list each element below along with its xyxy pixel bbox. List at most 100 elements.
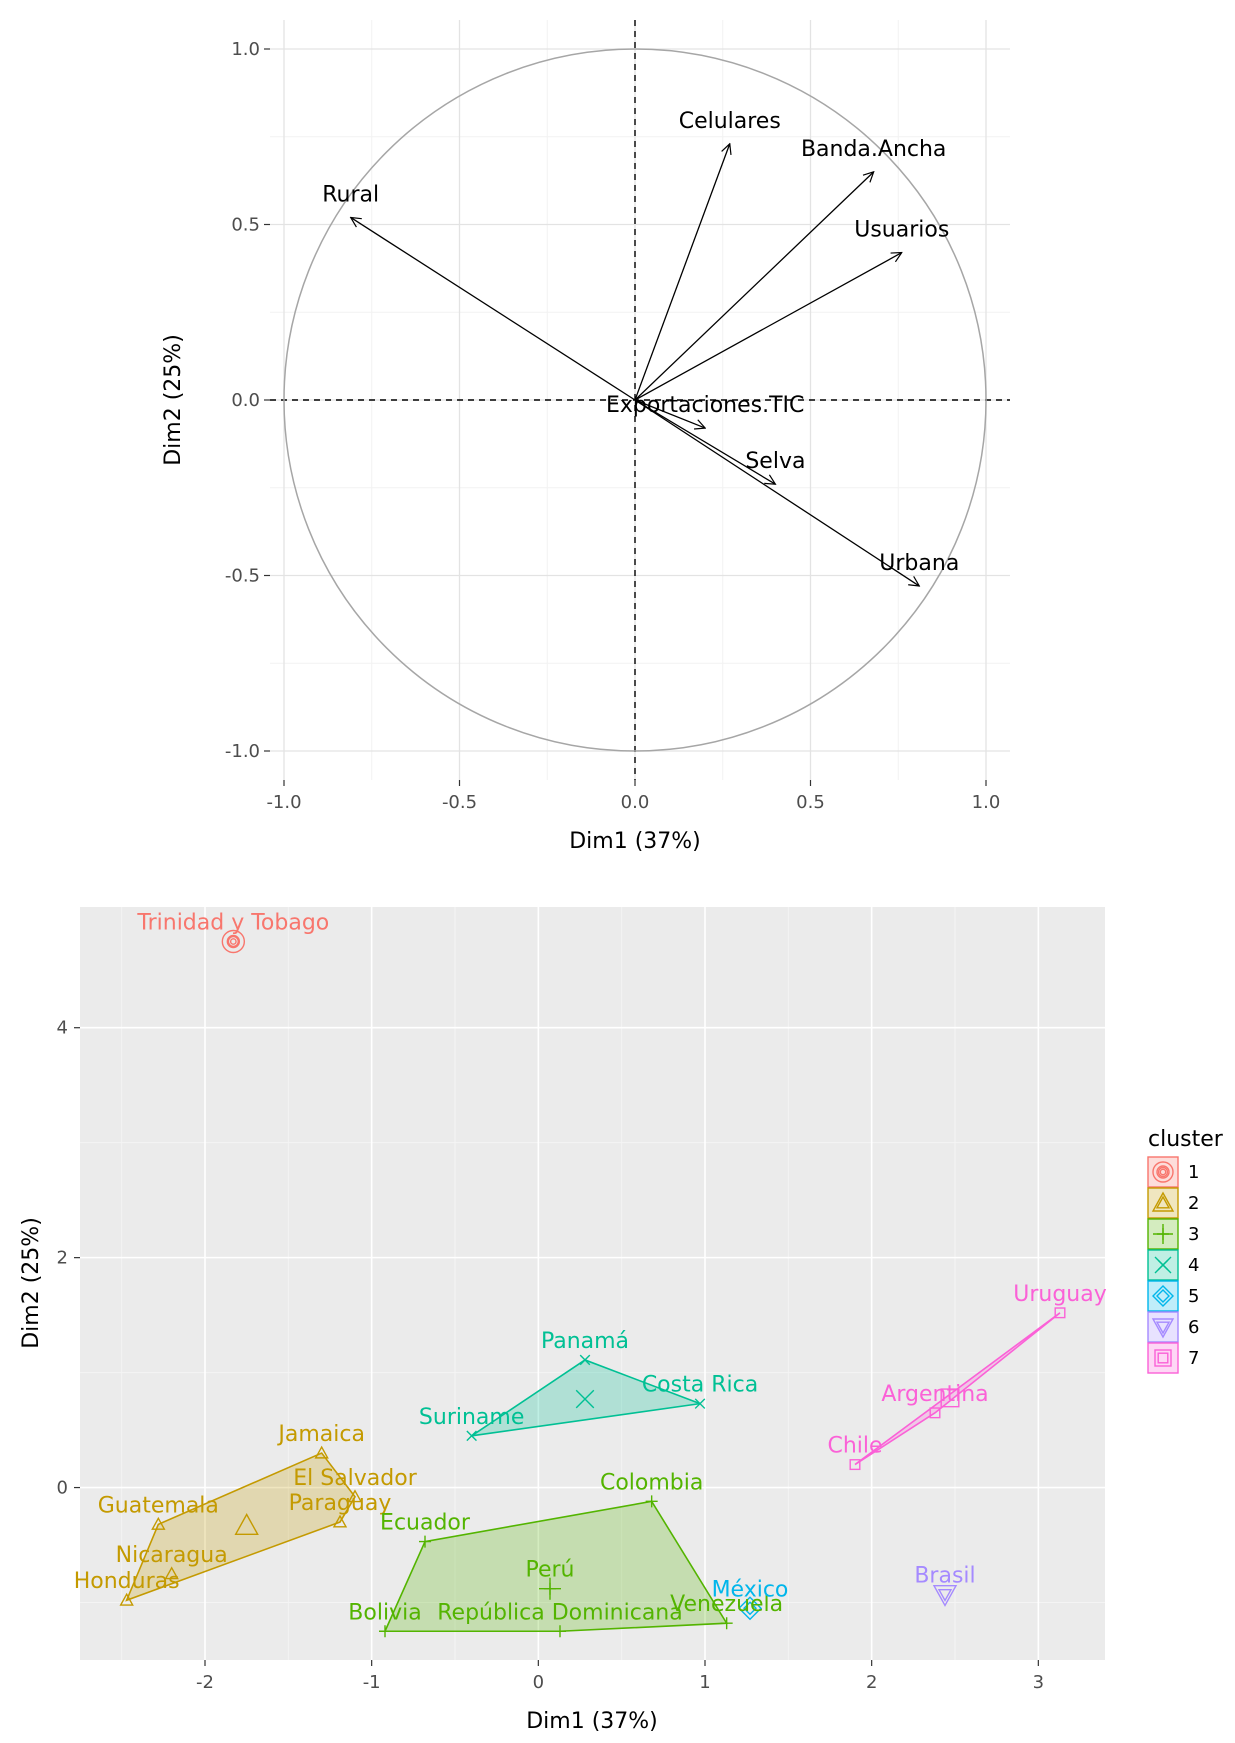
top-y-tick-label: 0.0 — [231, 390, 260, 411]
data-point — [347, 1489, 363, 1503]
bottom-y-tick-label: 0 — [57, 1478, 68, 1499]
point-label: Perú — [525, 1558, 574, 1583]
top-y-tick-label: 1.0 — [231, 39, 260, 60]
legend-key-symbol — [1156, 1165, 1170, 1179]
data-point — [694, 1398, 706, 1409]
variable-arrow — [634, 399, 705, 428]
bottom-x-tick-label: 3 — [1033, 1672, 1044, 1693]
data-point — [1054, 1307, 1066, 1319]
point-label: República Dominicana — [437, 1600, 683, 1625]
legend-key-symbol-large — [1152, 1285, 1174, 1307]
variable-arrow — [351, 217, 636, 401]
top-x-tick-label: 0.5 — [796, 792, 825, 813]
legend-key-symbol — [1156, 1289, 1170, 1303]
top-y-tick-label: 0.5 — [231, 215, 260, 236]
variable-label: Rural — [322, 182, 379, 207]
variable-arrow — [634, 399, 775, 484]
data-point — [226, 934, 241, 949]
cluster-points — [119, 929, 1066, 1638]
legend-key-symbol-large — [1154, 1349, 1172, 1367]
cluster-hull — [125, 1452, 356, 1602]
point-label: El Salvador — [293, 1466, 417, 1491]
variable-label: Selva — [745, 449, 805, 474]
top-x-tick-label: -0.5 — [442, 792, 477, 813]
variables-correlation-chart: -1.0 -0.5 0.0 0.5 1.0 -1.0 -0.5 0.0 0.5 1.0 Celul… — [161, 20, 1010, 854]
point-label: Nicaragua — [116, 1543, 228, 1568]
data-point — [554, 1625, 566, 1638]
variable-arrows: Celulares Banda.Ancha Rural Usuarios Exporta… — [322, 109, 959, 586]
variable-label: Urbana — [879, 551, 959, 576]
data-point — [379, 1625, 391, 1638]
point-label: Bolivia — [348, 1600, 421, 1625]
data-point — [419, 1535, 431, 1548]
legend-key-symbol — [1155, 1321, 1171, 1335]
top-y-axis-title: Dim2 (25%) — [161, 334, 186, 466]
variable-label: Celulares — [679, 109, 781, 134]
variable-label: Banda.Ancha — [801, 137, 946, 162]
top-y-tick-label: -0.5 — [225, 566, 260, 587]
variable-arrow — [634, 253, 902, 401]
bottom-grid — [80, 907, 1105, 1660]
bottom-x-tick-label: -1 — [363, 1672, 381, 1693]
point-label: Uruguay — [1013, 1282, 1107, 1307]
data-point — [466, 1430, 477, 1442]
legend-key-symbol-large-inner — [1157, 1166, 1169, 1178]
cluster-centroid — [539, 1577, 561, 1600]
bottom-x-tick-label: 1 — [699, 1672, 710, 1693]
point-label: Ecuador — [380, 1511, 471, 1536]
variable-arrow — [634, 172, 874, 401]
cluster-centroid — [221, 929, 246, 954]
variable-arrow — [634, 399, 919, 586]
bottom-x-tick-label: -2 — [196, 1672, 214, 1693]
data-point — [579, 1354, 591, 1366]
cluster-centroid — [234, 1513, 259, 1535]
cluster-legend: cluster 1 2 3 4 5 6 7 — [1147, 1127, 1224, 1374]
cluster-plot: -2 -1 0 1 2 3 0 2 4 Trinidad y Tobago Jamaica El S… — [19, 907, 1224, 1734]
legend-label: 3 — [1188, 1224, 1199, 1245]
legend-label: 2 — [1188, 1193, 1199, 1214]
legend-title: cluster — [1148, 1127, 1224, 1152]
data-point — [314, 1445, 329, 1459]
data-point — [151, 1516, 166, 1530]
bottom-y-tick-label: 2 — [57, 1248, 68, 1269]
legend-label: 4 — [1188, 1255, 1199, 1276]
legend-label: 6 — [1188, 1317, 1199, 1338]
cluster-centroid — [738, 1596, 762, 1621]
data-point — [937, 1588, 953, 1602]
legend-key-symbol-large — [1151, 1318, 1175, 1339]
top-y-tick-label: -1.0 — [225, 741, 260, 762]
data-point — [849, 1459, 861, 1471]
legend-key-symbol — [1157, 1352, 1169, 1364]
point-label: Colombia — [600, 1470, 703, 1495]
point-label: México — [712, 1577, 789, 1602]
bottom-x-tick-label: 2 — [866, 1672, 877, 1693]
cluster-centroid — [932, 1584, 958, 1607]
cluster-point-labels: Trinidad y Tobago Jamaica El Salvador Guate… — [74, 910, 1107, 1625]
variable-arrow — [634, 144, 730, 401]
point-label: Jamaica — [276, 1422, 365, 1447]
correlation-circle — [283, 48, 987, 752]
point-label: Venezuela — [670, 1592, 783, 1617]
point-label: Argentina — [881, 1382, 988, 1407]
legend-key-symbol-large — [1151, 1191, 1175, 1212]
point-label: Chile — [827, 1434, 882, 1459]
bottom-x-tick-label: 0 — [533, 1672, 544, 1693]
variable-label: Exportaciones.TIC — [606, 393, 804, 418]
variable-label: Usuarios — [854, 218, 949, 243]
point-label: Honduras — [74, 1569, 180, 1594]
cluster-centroid — [575, 1389, 595, 1409]
data-point — [645, 1495, 658, 1508]
point-label: Costa Rica — [642, 1373, 758, 1398]
legend-key-symbol-large — [1153, 1224, 1173, 1244]
data-point — [332, 1514, 348, 1528]
point-label: Brasil — [914, 1563, 975, 1588]
bottom-y-axis-title: Dim2 (25%) — [19, 1217, 44, 1349]
top-x-tick-label: 0.0 — [621, 792, 650, 813]
cluster-centroid — [940, 1388, 960, 1408]
legend-key-symbol — [1155, 1195, 1171, 1209]
data-point — [720, 1617, 733, 1630]
bottom-y-tick-label: 4 — [57, 1018, 68, 1039]
legend-key-symbol-large — [1154, 1256, 1172, 1274]
point-label: Paraguay — [289, 1491, 392, 1516]
